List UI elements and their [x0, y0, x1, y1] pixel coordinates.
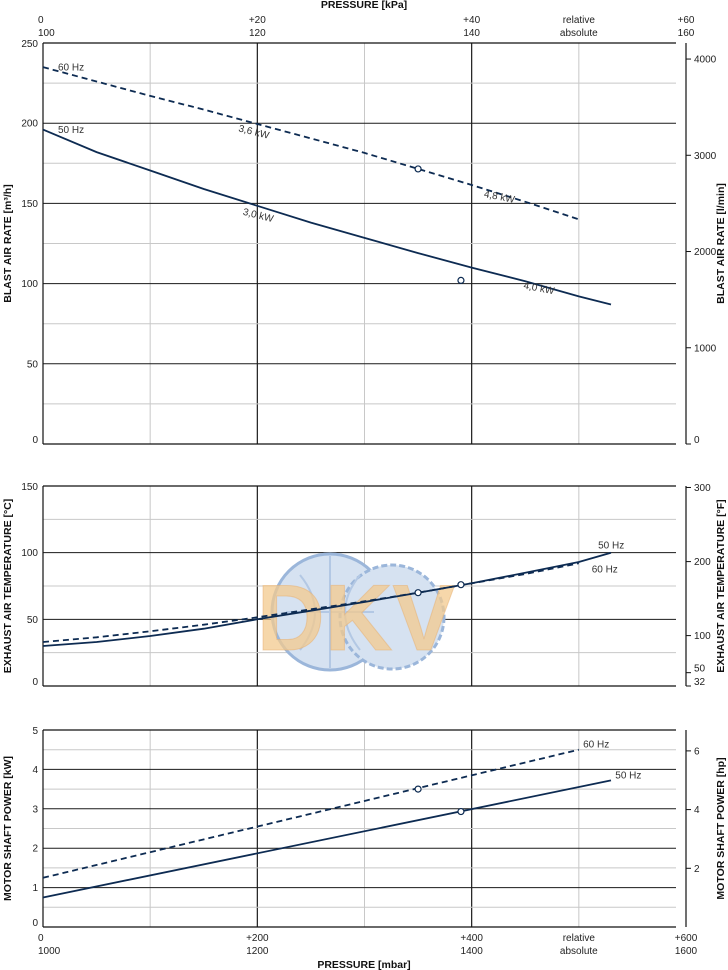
y-tick-label-left: 0	[32, 435, 38, 446]
x-tick-label-bottom-relative: +600	[675, 933, 698, 944]
y-tick-label-left: 150	[21, 199, 38, 210]
series-layer	[42, 66, 612, 899]
x-tick-label-bottom-absolute: 1600	[675, 946, 698, 957]
curve-annotation: 50 Hz	[598, 541, 624, 552]
y-tick-label-right: 0	[694, 435, 700, 446]
panel-frames	[42, 42, 691, 928]
operating-point-marker	[414, 785, 422, 793]
operating-point-marker	[414, 589, 422, 597]
x-axis-title-bottom: PRESSURE [mbar]	[317, 959, 410, 970]
y-tick-label-left: 2	[32, 844, 38, 855]
curve-annotation: 50 Hz	[615, 770, 641, 781]
y-tick-label-right: 4000	[694, 55, 717, 66]
series-line-50hz-solid	[42, 551, 612, 647]
x-tick-label-top-relative: +40	[463, 15, 480, 26]
x-axis-absolute-label-bottom: absolute	[560, 946, 598, 957]
x-tick-label-top-absolute: 160	[678, 28, 695, 39]
x-axis-title-top: PRESSURE [kPa]	[321, 0, 407, 11]
y-tick-label-right: 2	[694, 864, 700, 875]
y-tick-label-right: 1000	[694, 343, 717, 354]
operating-point-marker	[414, 165, 422, 173]
y-tick-label-left: 5	[32, 726, 38, 737]
x-tick-label-top-relative: 0	[38, 15, 44, 26]
series-line-50hz-solid	[42, 128, 612, 306]
watermark-text: DKV	[257, 565, 456, 670]
curve-annotation: 4,0 kW	[523, 281, 556, 298]
x-tick-label-bottom-absolute: 1000	[38, 946, 61, 957]
y-tick-label-left: 150	[21, 482, 38, 493]
y-tick-label-right: 2000	[694, 247, 717, 258]
y-tick-label-left: 1	[32, 883, 38, 894]
y-tick-label-right: 50	[694, 664, 706, 675]
y-axis-title-left: MOTOR SHAFT POWER [kW]	[2, 756, 14, 901]
y-tick-label-right: 300	[694, 483, 711, 494]
y-tick-label-left: 50	[27, 615, 39, 626]
x-tick-label-top-absolute: 120	[249, 28, 266, 39]
y-tick-label-left: 3	[32, 804, 38, 815]
y-tick-label-right: 100	[694, 631, 711, 642]
x-axis-absolute-label-top: absolute	[560, 28, 598, 39]
y-axis-title-right: BLAST AIR RATE [l/min]	[715, 183, 727, 304]
x-tick-label-top-relative: +60	[678, 15, 695, 26]
y-tick-label-left: 100	[21, 548, 38, 559]
y-tick-label-right: 200	[694, 557, 711, 568]
curve-annotation: 60 Hz	[592, 565, 618, 576]
operating-point-marker	[457, 807, 465, 816]
x-tick-label-top-absolute: 140	[463, 28, 480, 39]
y-tick-label-right: 3000	[694, 151, 717, 162]
y-tick-label-left: 4	[32, 765, 38, 776]
y-tick-label-right: 32	[694, 677, 706, 688]
curve-annotation: 50 Hz	[58, 125, 84, 136]
curve-annotation: 60 Hz	[583, 740, 609, 751]
series-line-60hz-dashed	[42, 748, 580, 879]
y-axis-title-right: EXHAUST AIR TEMPERATURE [°F]	[715, 499, 727, 672]
x-tick-label-bottom-relative: +200	[246, 933, 269, 944]
y-tick-label-left: 0	[32, 918, 38, 929]
x-tick-label-top-absolute: 100	[38, 28, 55, 39]
y-axis-title-left: EXHAUST AIR TEMPERATURE [°C]	[2, 499, 14, 674]
x-tick-label-top-relative: +20	[249, 15, 266, 26]
watermark-globe-lines	[286, 556, 374, 668]
x-axis-relative-label-top: relative	[563, 15, 596, 26]
series-line-50hz-solid	[42, 779, 612, 899]
y-tick-label-left: 0	[32, 677, 38, 688]
dkv-watermark: DKV	[256, 552, 456, 672]
y-axis-title-right: MOTOR SHAFT POWER [hp]	[715, 757, 727, 899]
y-tick-label-left: 200	[21, 119, 38, 130]
x-axis-relative-label-bottom: relative	[563, 933, 596, 944]
y-tick-label-left: 100	[21, 279, 38, 290]
y-tick-label-right: 6	[694, 746, 700, 757]
y-tick-label-right: 4	[694, 805, 700, 816]
curve-annotation: 60 Hz	[58, 62, 84, 73]
series-line-60hz-dashed	[42, 562, 579, 643]
x-tick-label-bottom-relative: +400	[460, 933, 483, 944]
operating-point-marker	[457, 276, 465, 284]
series-line-60hz-dashed	[42, 66, 580, 221]
x-tick-label-bottom-absolute: 1400	[461, 946, 484, 957]
y-tick-label-left: 50	[27, 359, 39, 370]
x-tick-label-bottom-absolute: 1200	[246, 946, 269, 957]
y-tick-label-left: 250	[21, 39, 38, 50]
grid-layer	[43, 43, 676, 927]
operating-point-marker	[457, 581, 465, 589]
y-axis-title-left: BLAST AIR RATE [m³/h]	[2, 184, 14, 302]
x-tick-label-bottom-relative: 0	[38, 933, 44, 944]
